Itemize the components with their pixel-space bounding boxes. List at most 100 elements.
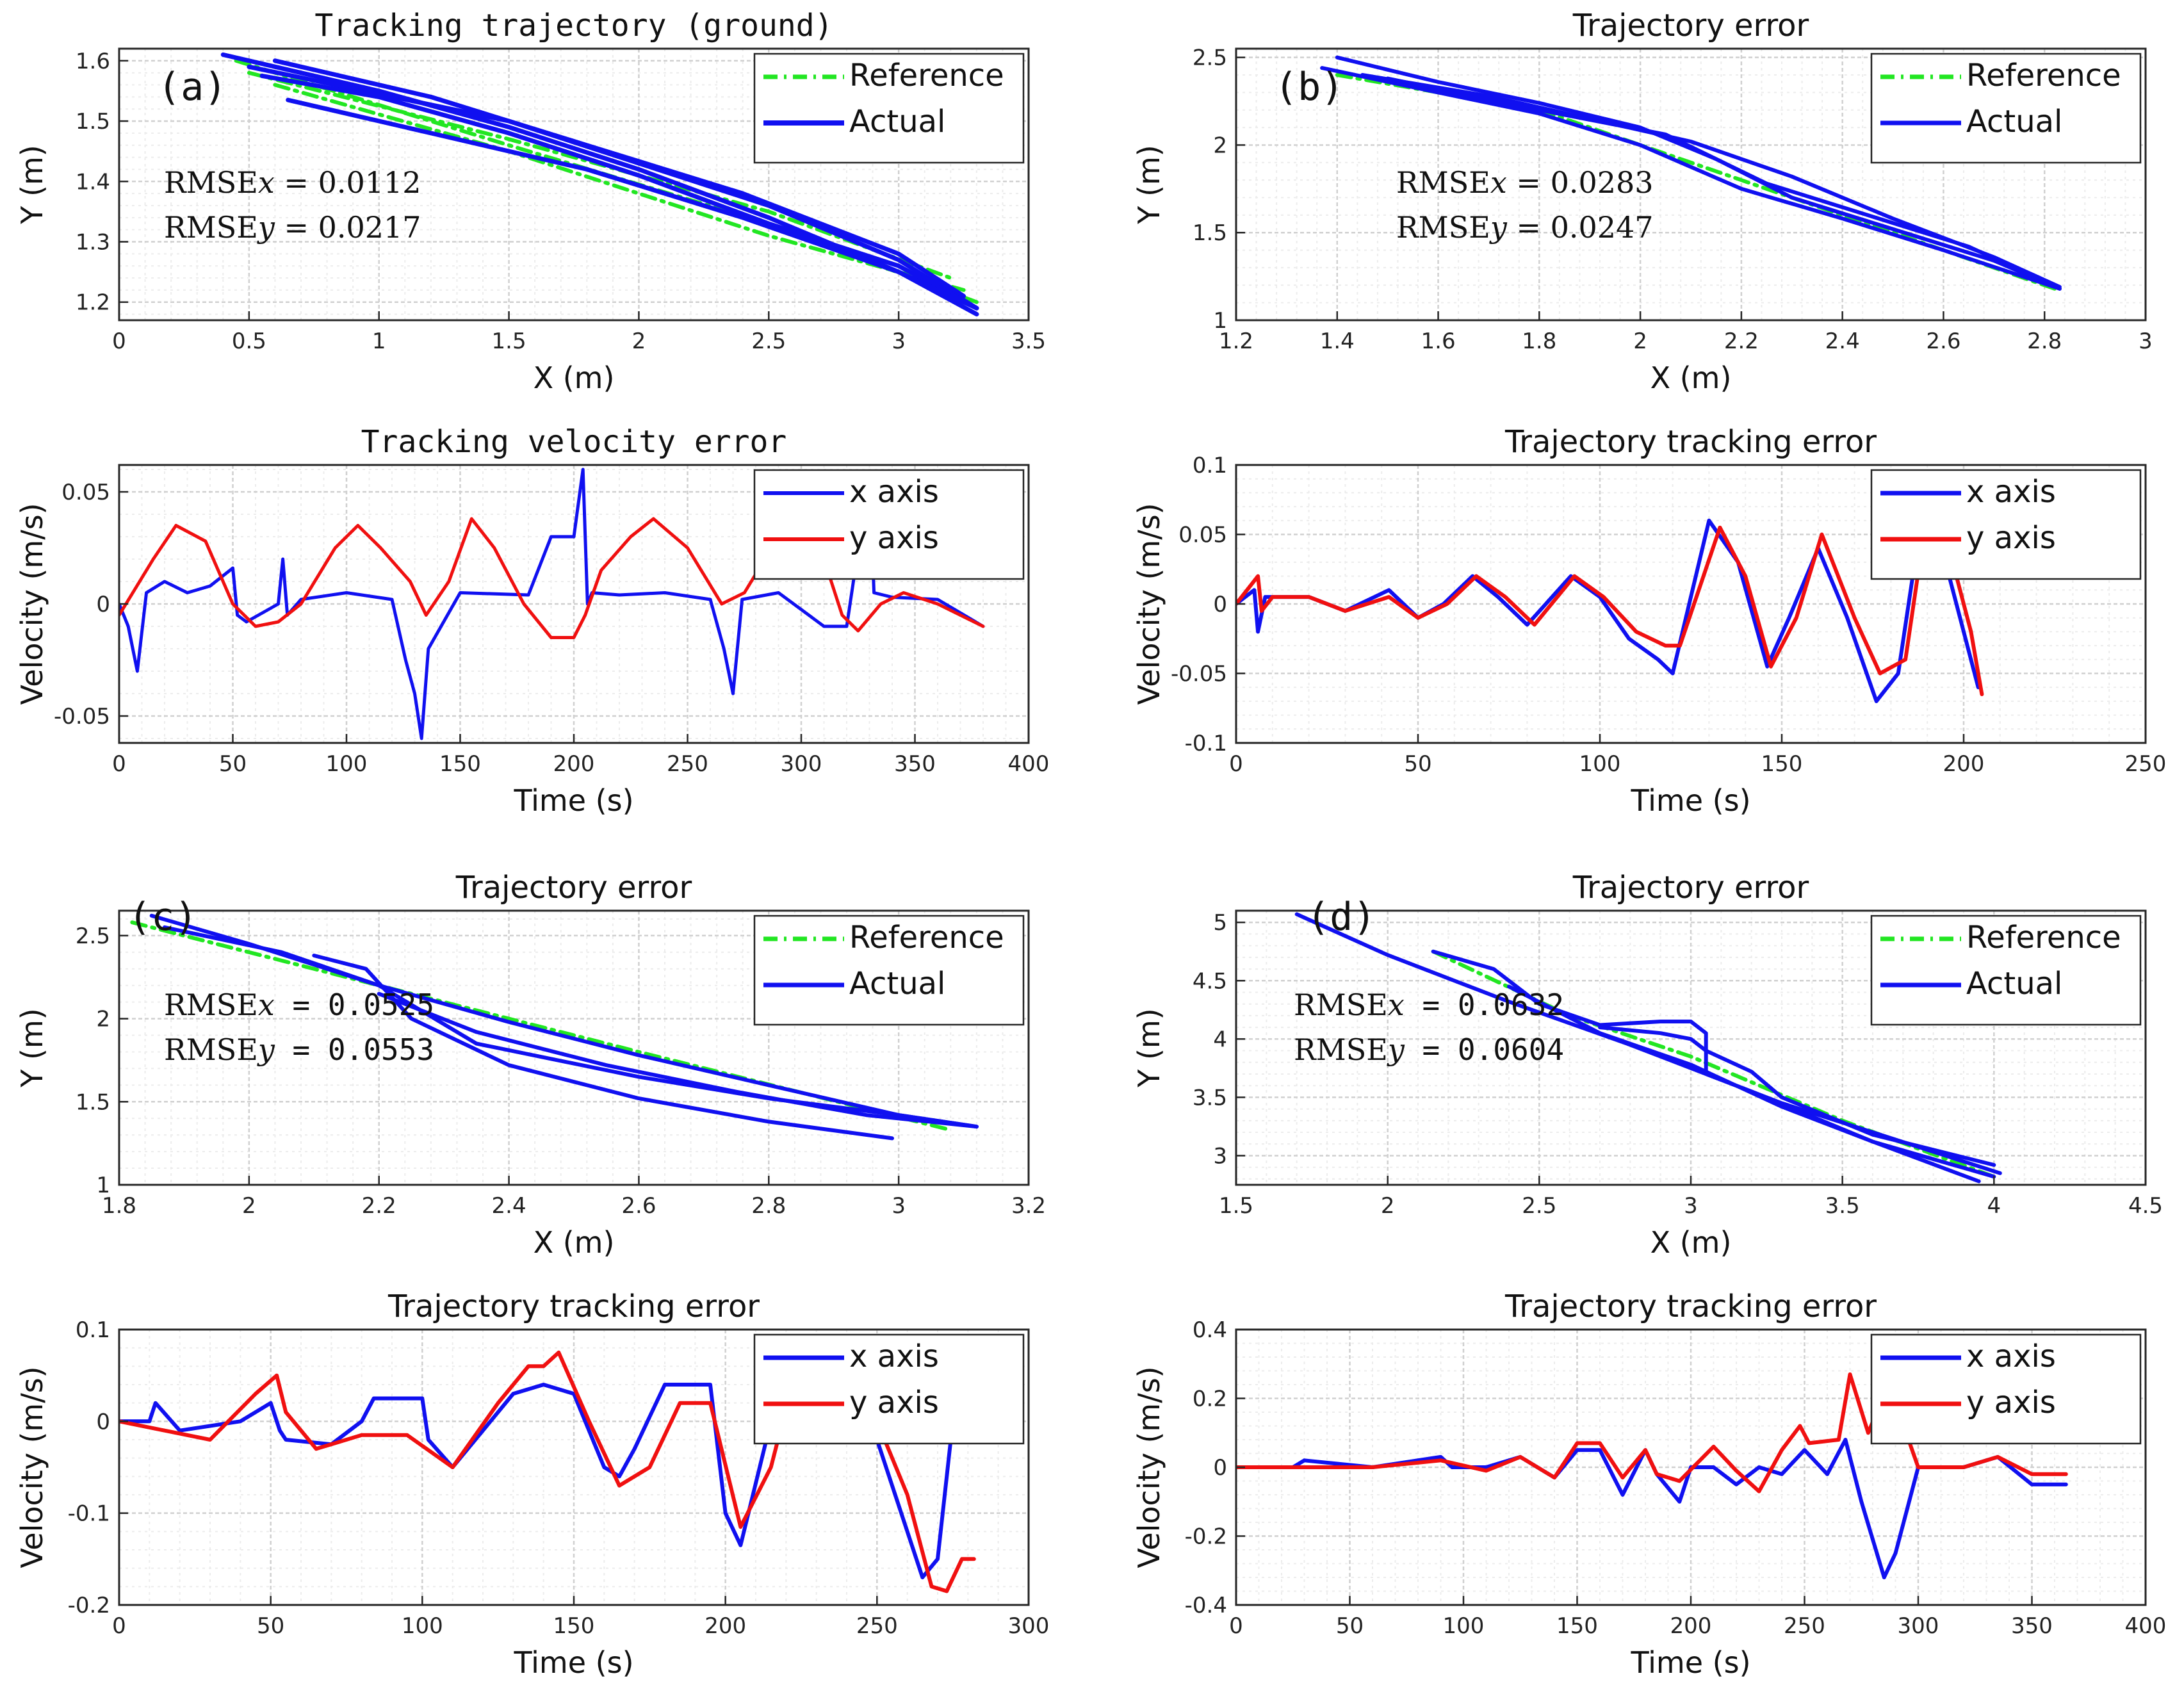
x-tick-label: 50 [257,1613,284,1639]
chart-title: Tracking trajectory (ground) [314,8,833,44]
y-axis-label: Y (m) [1132,145,1166,224]
legend-label: Reference [849,920,1004,956]
legend: Reference Actual [753,915,1025,1026]
rmse-y-annotation: RMSEy = 0.0553 [164,1032,434,1067]
x-tick-label: 1.5 [492,329,526,354]
x-tick-label: 0 [112,751,126,777]
series-actual-line [312,954,894,1141]
y-axis-label: Velocity (m/s) [1132,1366,1166,1568]
x-tick-label: 150 [553,1613,595,1639]
y-tick-label: 4 [1213,1027,1227,1052]
rmse-x-annotation: RMSEx = 0.0283 [1396,165,1654,200]
y-tick-label: 1.5 [1193,220,1227,246]
legend-label: x axis [1966,474,2056,510]
x-tick-label: 50 [1404,751,1431,777]
y-axis-label: Y (m) [15,1008,49,1087]
x-axis-label: X (m) [1650,1225,1732,1260]
x-tick-label: 200 [705,1613,746,1639]
x-tick-label: 300 [781,751,822,777]
x-tick-label: 4.5 [2128,1193,2163,1219]
series-actual-line [1320,66,2062,291]
axes-box [118,47,1030,321]
y-tick-label: 0.05 [61,480,110,505]
y-tick-label: 4.5 [1193,968,1227,994]
x-tick-label: 100 [326,751,368,777]
x-tick-label: 0.5 [232,329,266,354]
legend-label: Actual [849,966,945,1002]
legend-label: x axis [849,474,939,510]
x-tick-label: 1.5 [1219,1193,1253,1219]
rmse-y-annotation: RMSEy = 0.0217 [164,210,421,245]
y-tick-label: 1 [1213,308,1227,334]
y-tick-label: 2 [1213,133,1227,158]
x-tick-label: 2.6 [621,1193,656,1219]
rmse-y-annotation: RMSEy = 0.0247 [1396,210,1654,245]
chart-title: Trajectory error [1572,8,1809,44]
x-tick-label: 2 [1381,1193,1395,1219]
chart-a-traj: 0 0.5 1 1.5 2 2.5 3 3.5 1.2 1.3 1.4 1.5 1.6 Tracking … [15,8,1046,395]
panel-label: (c) [128,895,197,940]
series-actual-line [286,97,979,311]
x-tick-label: 2 [632,329,646,354]
y-tick-label: -0.05 [1171,662,1227,687]
chart-d-traj: 1.5 2 2.5 3 3.5 4 4.5 3 3.5 4 4.5 5 Trajectory error… [1132,870,2163,1260]
y-tick-label: 0.1 [1193,453,1227,478]
y-axis-label: Velocity (m/s) [15,1366,49,1568]
x-tick-label: 200 [1670,1613,1712,1639]
legend: Reference Actual [1870,915,2142,1026]
y-tick-label: 1.3 [76,230,110,256]
legend-box [1870,469,2142,580]
chart-c-vel: 0 50 100 150 200 250 300 -0.2 -0.1 0 0.1 Trajectory… [15,1289,1049,1680]
x-tick-label: 1.4 [1320,329,1355,354]
y-tick-label: 0.1 [76,1317,110,1343]
x-tick-label: 2 [242,1193,256,1219]
chart-title: Tracking velocity error [361,424,787,460]
y-tick-label: 1.2 [76,290,110,316]
x-tick-label: 0 [112,1613,126,1639]
y-tick-label: -0.1 [1185,731,1227,756]
legend-label: x axis [1966,1339,2056,1374]
x-tick-label: 2.4 [1825,329,1860,354]
x-tick-label: 3 [892,1193,906,1219]
rmse-x-annotation: RMSEx = 0.0525 [164,988,434,1022]
y-tick-label: 1.5 [76,109,110,134]
panel-label: (b) [1275,65,1344,110]
series-layer [1320,55,2062,291]
y-tick-label: 0 [96,1409,110,1435]
x-tick-label: 200 [1943,751,1985,777]
y-tick-label: 1.5 [76,1089,110,1115]
x-tick-label: 2.6 [1926,329,1960,354]
x-tick-label: 1.6 [1421,329,1456,354]
y-tick-label: 2 [96,1007,110,1032]
y-tick-label: 0.05 [1178,523,1227,548]
x-tick-label: 1.8 [1522,329,1556,354]
y-tick-label: -0.2 [1185,1524,1227,1550]
x-axis-label: X (m) [534,1225,615,1260]
legend: Reference Actual [1870,53,2142,164]
x-axis-label: Time (s) [1630,783,1750,818]
legend-label: Reference [1966,920,2121,956]
series-layer [130,913,979,1141]
legend: x axis y axis [753,1333,1025,1445]
chart-title: Trajectory error [1572,870,1809,906]
y-tick-label: 1.6 [76,49,110,74]
series-actual-line [163,925,979,1129]
x-tick-label: 250 [856,1613,898,1639]
x-tick-label: 2.4 [492,1193,526,1219]
legend-box [1870,53,2142,164]
y-tick-label: -0.2 [68,1593,110,1618]
legend-box [753,1333,1025,1445]
x-tick-label: 150 [1556,1613,1598,1639]
x-tick-label: 3.5 [1825,1193,1860,1219]
x-tick-label: 50 [219,751,247,777]
x-tick-label: 250 [667,751,708,777]
x-axis-label: Time (s) [1630,1645,1750,1680]
legend-box [1870,915,2142,1026]
y-tick-label: -0.4 [1185,1593,1227,1618]
x-tick-label: 2.5 [1522,1193,1556,1219]
series-y-axis-line [1236,484,1984,696]
y-tick-label: 1 [96,1173,110,1198]
series-layer [220,52,979,317]
legend: x axis y axis [753,469,1025,580]
rmse-y-annotation: RMSEy = 0.0604 [1294,1032,1564,1067]
